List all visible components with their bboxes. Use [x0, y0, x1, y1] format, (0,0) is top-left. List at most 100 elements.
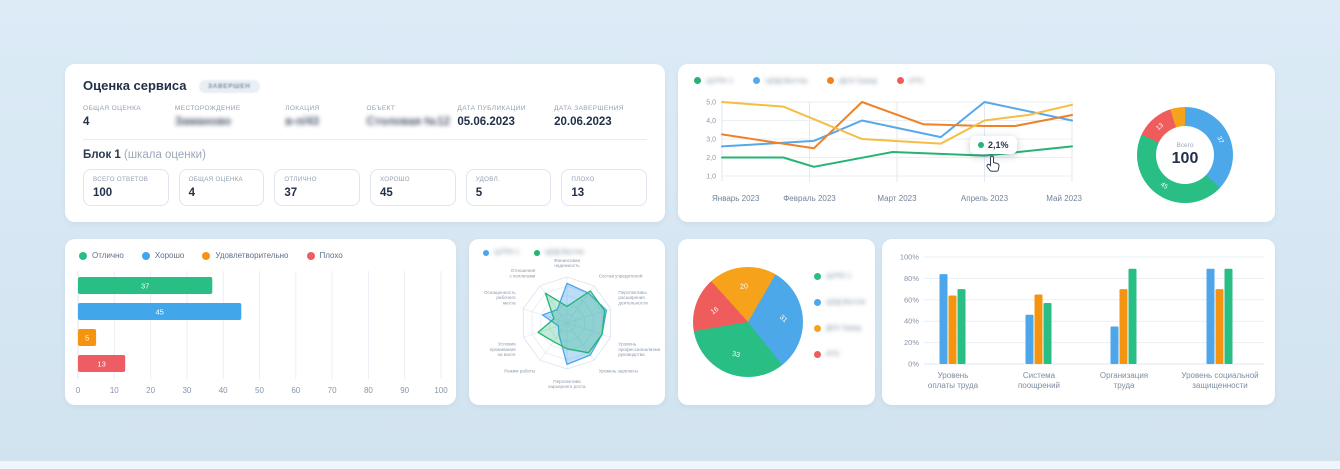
legend-item-4[interactable]: ИТС	[896, 76, 924, 85]
svg-text:0: 0	[76, 386, 81, 395]
service-field-4: ОБЪЕКТ Столовая №12	[366, 105, 457, 128]
svg-text:45: 45	[156, 308, 164, 317]
ratings-hbar-chart[interactable]: 0 10 20 30 40 50 60 70 80 90 100 37 45 5 13	[72, 271, 448, 401]
legend-dot-icon	[827, 77, 835, 84]
svg-text:80%: 80%	[904, 274, 919, 283]
companies-pie-chart[interactable]: 31 33 16 20	[693, 267, 803, 377]
svg-text:60: 60	[291, 386, 300, 395]
legend-item-1[interactable]: Отлично	[79, 251, 124, 260]
hbar-legend: Отлично Хорошо Удовлетворительно Плохо	[79, 251, 343, 260]
legend-item-2[interactable]: ЦОД Восток	[753, 76, 807, 85]
service-field-2: МЕСТОРОЖДЕНИЕ Заманово	[175, 105, 285, 128]
svg-text:Уровень зарплаты: Уровень зарплаты	[599, 369, 638, 374]
legend-dot-icon	[306, 251, 315, 260]
stat-label: ОТЛИЧНО	[284, 176, 317, 183]
donut-segment-label: 37	[1215, 135, 1225, 145]
stat-value: 45	[380, 187, 393, 199]
svg-text:4,0: 4,0	[706, 118, 716, 125]
svg-text:20%: 20%	[904, 338, 919, 347]
svg-text:40%: 40%	[904, 317, 919, 326]
legend-label: Хорошо	[154, 251, 185, 260]
legend-label: ЦОД Восток	[826, 299, 866, 306]
mouse-cursor-icon	[986, 155, 1000, 172]
stat-box-4: ХОРОШО 45	[370, 169, 456, 206]
legend-label: ЦУПН 1	[494, 249, 520, 256]
stat-box-row: ВСЕГО ОТВЕТОВ 100 ОБЩАЯ ОЦЕНКА 4 ОТЛИЧНО 37 ХО…	[83, 169, 648, 206]
svg-text:Февраль 2023: Февраль 2023	[783, 194, 836, 203]
tooltip-series-dot	[978, 142, 984, 148]
field-label: МЕСТОРОЖДЕНИЕ	[174, 105, 241, 112]
block-subtitle: (шкала оценки)	[124, 149, 206, 161]
service-field-3: ЛОКАЦИЯ в-п/43	[285, 105, 366, 128]
legend-dot-icon	[533, 249, 540, 256]
legend-dot-icon	[79, 251, 87, 260]
svg-text:3,0: 3,0	[706, 137, 716, 144]
svg-text:Май 2023: Май 2023	[1046, 194, 1082, 203]
legend-item-2[interactable]: Хорошо	[141, 251, 185, 260]
service-field-6: ДАТА ЗАВЕРШЕНИЯ 20.06.2023	[554, 105, 647, 128]
legend-dot-icon	[141, 251, 150, 260]
legend-label: ИТС	[826, 351, 841, 358]
stat-box-6: ПЛОХО 13	[561, 169, 648, 206]
legend-label: Отлично	[92, 251, 124, 260]
legend-label: Плохо	[319, 251, 343, 260]
legend-item-1[interactable]: ЦУПН 1	[483, 249, 520, 256]
field-value: в-п/43	[285, 116, 320, 128]
svg-text:10: 10	[110, 386, 119, 395]
responses-donut-chart[interactable]: Всего 100 37 45 13	[1137, 107, 1233, 203]
svg-text:Система: Система	[1023, 371, 1056, 380]
pie-segment-label: 33	[731, 350, 740, 359]
service-field-1: ОБЩАЯ ОЦЕНКА 4	[83, 105, 175, 128]
status-badge: ЗАВЕРШЕН	[199, 80, 260, 93]
legend-item-2[interactable]: ЦОД Восток	[814, 299, 865, 306]
stat-label: ПЛОХО	[571, 176, 595, 183]
svg-text:100: 100	[434, 386, 448, 395]
stat-box-2: ОБЩАЯ ОЦЕНКА 4	[178, 169, 265, 206]
svg-text:оплаты труда: оплаты труда	[928, 381, 979, 390]
svg-text:Состав учредителей: Состав учредителей	[599, 272, 643, 278]
stat-box-1: ВСЕГО ОТВЕТОВ 100	[83, 169, 169, 206]
legend-item-1[interactable]: ЦУПН 1	[814, 273, 852, 280]
field-value: 20.06.2023	[554, 116, 612, 128]
page-title: Оценка сервиса	[83, 78, 187, 93]
legend-item-1[interactable]: ЦУПН 1	[694, 76, 733, 85]
svg-text:2,0: 2,0	[706, 155, 716, 162]
legend-item-3[interactable]: Удовлетворительно	[202, 251, 289, 260]
pie-legend: ЦУПН 1 ЦОД Восток ДСК Гранд ИТС	[814, 273, 865, 358]
ratings-line-chart[interactable]: 2,1% 5,0 4,0 3,0 2,0 1,0 Январь 2023 Февраль 2…	[694, 98, 1084, 216]
legend-dot-icon	[814, 325, 821, 332]
ratings-distribution-card: Отлично Хорошо Удовлетворительно Плохо 0 10 2…	[65, 239, 456, 405]
line-chart-legend: ЦУПН 1 ЦОД Восток ДСК Гранд ИТС	[694, 76, 924, 85]
tooltip-value: 2,1%	[988, 140, 1009, 150]
donut-hole: Всего 100	[1156, 126, 1214, 184]
factors-radar-chart[interactable]: Финансовая надежность Состав учредителей Пе…	[469, 258, 665, 404]
pie-segment-label: 16	[709, 305, 721, 316]
legend-item-3[interactable]: ДСК Гранд	[827, 76, 877, 85]
field-label: ОБЩАЯ ОЦЕНКА	[83, 105, 142, 112]
legend-item-3[interactable]: ДСК Гранд	[814, 325, 861, 332]
stat-box-3: ОТЛИЧНО 37	[274, 169, 361, 206]
page-footer-strip	[0, 461, 1340, 469]
stat-value: 37	[284, 187, 298, 199]
svg-text:5,0: 5,0	[706, 100, 716, 107]
legend-dot-icon	[202, 251, 211, 260]
stat-label: ОБЩАЯ ОЦЕНКА	[188, 176, 243, 183]
legend-dot-icon	[896, 77, 904, 84]
chart-tooltip: 2,1%	[970, 136, 1017, 154]
legend-item-2[interactable]: ЦОД Восток	[533, 249, 584, 256]
field-value: 4	[83, 116, 90, 128]
svg-text:Уровень: Уровень	[938, 371, 969, 380]
factors-bar-chart[interactable]: 100% 80% 60% 40% 20% 0% Уровень оплаты труда Сис…	[886, 247, 1271, 399]
legend-dot-icon	[814, 351, 821, 358]
legend-item-4[interactable]: ИТС	[814, 351, 840, 358]
legend-label: ЦОД Восток	[765, 76, 808, 85]
legend-item-4[interactable]: Плохо	[306, 251, 343, 260]
stat-value: 4	[188, 187, 196, 199]
svg-text:Март 2023: Март 2023	[877, 194, 917, 203]
svg-text:0%: 0%	[908, 360, 919, 369]
service-field-5: ДАТА ПУБЛИКАЦИИ 05.06.2023	[457, 105, 554, 128]
